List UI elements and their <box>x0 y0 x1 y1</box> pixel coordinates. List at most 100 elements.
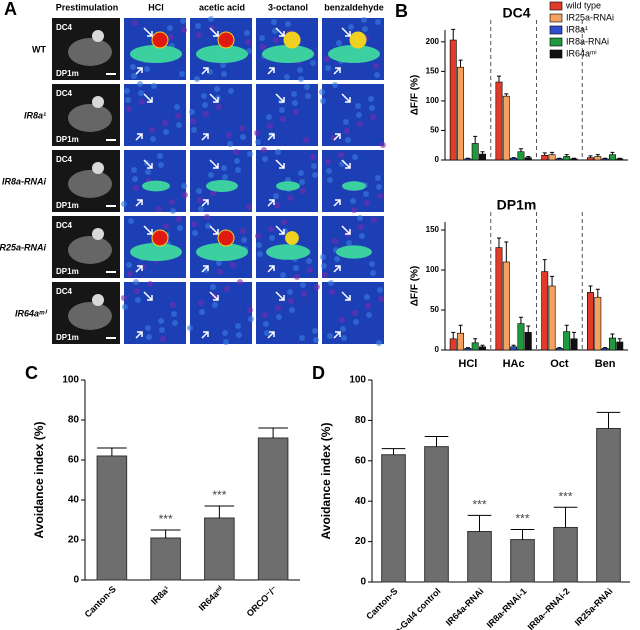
error-bar <box>542 152 547 156</box>
error-bar <box>553 506 578 528</box>
noise <box>132 20 138 26</box>
noise <box>291 91 297 97</box>
arrow <box>333 133 341 141</box>
noise <box>230 262 236 268</box>
noise <box>261 147 267 153</box>
noise <box>352 154 358 160</box>
error-bar <box>572 157 577 159</box>
error-bar <box>496 75 501 82</box>
noise <box>151 83 157 89</box>
y-tick-label: 0 <box>435 155 440 164</box>
noise <box>288 298 294 304</box>
bar <box>570 158 578 161</box>
response-peak <box>285 231 299 245</box>
noise <box>182 192 188 198</box>
bar <box>502 261 510 351</box>
arrow <box>333 265 341 273</box>
arrow <box>267 199 275 207</box>
significance: *** <box>159 512 173 526</box>
bar <box>555 348 563 351</box>
error-bar <box>610 151 615 155</box>
arrow <box>341 225 351 235</box>
noise <box>353 319 359 325</box>
noise <box>201 93 207 99</box>
response <box>342 181 366 191</box>
noise <box>169 199 175 205</box>
chart-title: DP1m <box>497 197 537 213</box>
response <box>328 45 380 63</box>
noise <box>228 88 234 94</box>
noise <box>299 335 305 341</box>
column-header: benzaldehyde <box>324 2 384 12</box>
error-bar <box>451 331 456 339</box>
x-tick-label: ORCO⁻/⁻ <box>245 584 280 619</box>
noise <box>332 238 338 244</box>
bar <box>517 151 525 161</box>
error-bar <box>603 157 608 159</box>
error-bar <box>588 155 593 158</box>
noise <box>273 37 279 43</box>
noise <box>139 99 145 105</box>
error-bar <box>473 135 478 144</box>
response <box>206 180 238 192</box>
region-label: DC4 <box>56 287 73 296</box>
arrow <box>135 265 143 273</box>
region-label: DP1m <box>56 201 79 210</box>
bar <box>471 143 479 161</box>
noise <box>221 71 227 77</box>
noise <box>131 73 137 79</box>
noise <box>208 16 214 22</box>
noise <box>162 120 168 126</box>
noise <box>280 116 286 122</box>
noise <box>168 34 174 40</box>
noise <box>375 19 381 25</box>
noise <box>368 96 374 102</box>
y-tick-label: 40 <box>355 496 367 507</box>
arrow <box>341 159 351 169</box>
bar <box>563 331 571 351</box>
noise <box>221 165 227 171</box>
arrow <box>267 265 275 273</box>
noise <box>208 172 214 178</box>
tissue <box>68 38 112 66</box>
noise <box>137 81 143 87</box>
y-tick-label: 20 <box>68 535 80 546</box>
bar <box>601 348 609 351</box>
noise <box>179 71 185 77</box>
y-tick-label: 0 <box>435 345 440 354</box>
response-peak <box>217 229 235 247</box>
arrow <box>267 133 275 141</box>
glomerulus <box>92 228 104 240</box>
region-label: DP1m <box>56 69 79 78</box>
noise <box>280 272 286 278</box>
noise <box>313 337 319 343</box>
noise <box>328 280 334 286</box>
bar <box>541 154 549 161</box>
noise <box>285 21 291 27</box>
arrow <box>143 93 153 103</box>
error-bar <box>550 275 555 286</box>
noise <box>339 317 345 323</box>
noise <box>300 282 306 288</box>
noise <box>363 191 369 197</box>
response-peak <box>283 31 301 49</box>
legend-swatch <box>549 49 563 59</box>
region-label: DC4 <box>56 221 73 230</box>
noise <box>223 339 229 345</box>
error-bar <box>596 411 621 429</box>
row-label: IR64aᵐⁱ <box>15 308 47 318</box>
noise <box>255 139 261 145</box>
region-label: DP1m <box>56 135 79 144</box>
noise <box>294 274 300 280</box>
noise <box>135 297 141 303</box>
bar <box>381 454 406 583</box>
bar <box>601 158 609 161</box>
y-axis-label: ΔF/F (%) <box>410 75 421 116</box>
noise <box>287 195 293 201</box>
noise <box>236 332 242 338</box>
legend-label: IR8a¹ <box>566 24 588 34</box>
arrow <box>275 225 285 235</box>
error-bar <box>610 333 615 338</box>
noise <box>246 204 252 210</box>
